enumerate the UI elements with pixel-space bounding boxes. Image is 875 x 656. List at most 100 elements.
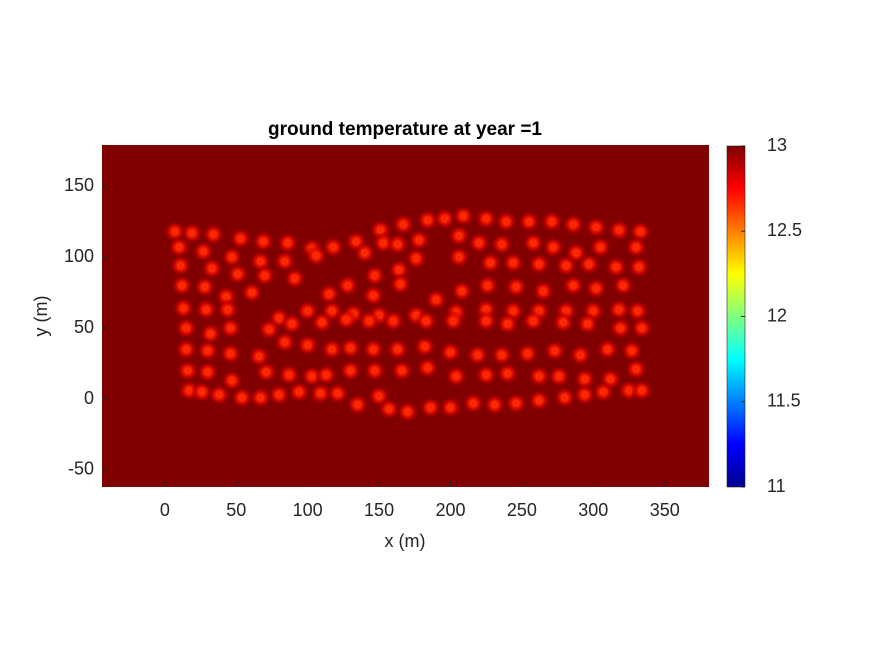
borehole: [228, 325, 234, 331]
borehole: [378, 227, 384, 233]
borehole: [189, 230, 195, 236]
borehole: [416, 237, 422, 243]
borehole: [483, 372, 489, 378]
y-tick-label: 50: [74, 317, 94, 337]
colorbar-tick-label: 11.5: [767, 391, 801, 411]
borehole: [525, 351, 531, 357]
borehole: [447, 349, 453, 355]
borehole: [456, 233, 462, 239]
borehole: [637, 229, 643, 235]
borehole: [319, 319, 325, 325]
borehole: [425, 365, 431, 371]
borehole: [256, 353, 262, 359]
borehole: [505, 370, 511, 376]
colorbar-tick-label: 11: [767, 476, 786, 496]
x-axis-label: x (m): [385, 531, 426, 551]
borehole: [178, 263, 184, 269]
borehole: [292, 275, 298, 281]
borehole: [483, 216, 489, 222]
borehole: [613, 264, 619, 270]
borehole: [199, 389, 205, 395]
borehole: [510, 260, 516, 266]
borehole: [485, 282, 491, 288]
borehole: [635, 308, 641, 314]
borehole: [560, 319, 566, 325]
colorbar-tick-label: 12.5: [767, 220, 802, 240]
borehole: [513, 400, 519, 406]
borehole: [282, 339, 288, 345]
borehole: [423, 318, 429, 324]
borehole: [205, 348, 211, 354]
borehole: [470, 400, 476, 406]
borehole: [229, 378, 235, 384]
borehole: [577, 352, 583, 358]
colorbar-tick-label: 12: [767, 305, 787, 325]
borehole: [186, 388, 192, 394]
borehole: [330, 244, 336, 250]
chart-title: ground temperature at year =1: [268, 119, 542, 140]
borehole: [487, 260, 493, 266]
borehole: [202, 284, 208, 290]
borehole: [503, 219, 509, 225]
x-tick-label: 50: [226, 500, 246, 520]
borehole: [209, 265, 215, 271]
borehole: [633, 366, 639, 372]
borehole: [499, 352, 505, 358]
borehole: [562, 395, 568, 401]
borehole: [180, 305, 186, 311]
borehole: [585, 321, 591, 327]
borehole: [590, 308, 596, 314]
borehole: [176, 244, 182, 250]
borehole: [260, 238, 266, 244]
borehole: [372, 273, 378, 279]
borehole: [225, 307, 231, 313]
borehole: [536, 397, 542, 403]
borehole: [582, 376, 588, 382]
borehole: [183, 325, 189, 331]
borehole: [510, 308, 516, 314]
y-tick-label: 0: [84, 388, 94, 408]
borehole: [536, 373, 542, 379]
borehole: [370, 346, 376, 352]
borehole: [526, 219, 532, 225]
borehole: [570, 282, 576, 288]
borehole: [348, 368, 354, 374]
borehole: [258, 258, 264, 264]
x-tick-label: 350: [650, 500, 680, 520]
borehole: [366, 318, 372, 324]
borehole: [400, 221, 406, 227]
y-tick-label: 100: [64, 246, 94, 266]
borehole: [390, 318, 396, 324]
borehole: [427, 405, 433, 411]
y-tick-label: 150: [64, 175, 94, 195]
borehole: [386, 406, 392, 412]
borehole: [600, 389, 606, 395]
borehole: [323, 372, 329, 378]
borehole: [442, 216, 448, 222]
borehole: [266, 326, 272, 332]
borehole: [318, 390, 324, 396]
x-tick-label: 100: [293, 500, 323, 520]
borehole: [633, 244, 639, 250]
borehole: [376, 393, 382, 399]
borehole: [616, 227, 622, 233]
borehole: [185, 368, 191, 374]
borehole: [399, 368, 405, 374]
colorbar-tick-label: 13: [767, 135, 787, 155]
borehole: [492, 402, 498, 408]
borehole: [305, 308, 311, 314]
borehole: [536, 261, 542, 267]
borehole: [396, 267, 402, 273]
borehole: [499, 241, 505, 247]
borehole: [313, 253, 319, 259]
borehole: [629, 348, 635, 354]
borehole: [556, 373, 562, 379]
borehole: [636, 264, 642, 270]
borehole: [228, 351, 234, 357]
borehole: [563, 263, 569, 269]
borehole: [447, 405, 453, 411]
borehole: [208, 331, 214, 337]
borehole: [593, 224, 599, 230]
borehole: [329, 308, 335, 314]
borehole: [586, 261, 592, 267]
